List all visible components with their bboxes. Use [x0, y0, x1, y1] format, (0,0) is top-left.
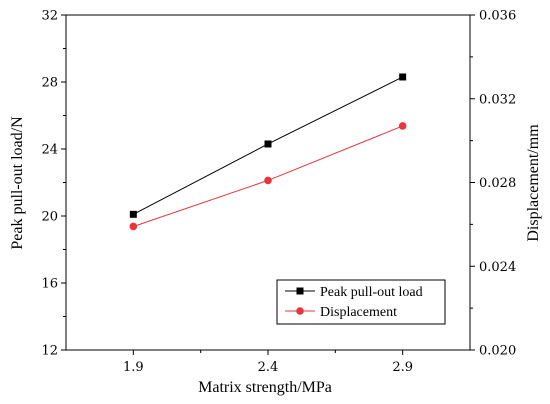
left-tick-label: 12	[41, 344, 58, 359]
x-tick-label: 1.9	[123, 360, 144, 375]
data-point-peak-load	[129, 210, 137, 218]
legend-label-peak-load: Peak pull-out load	[320, 285, 423, 300]
left-axis: 12 16 20 24 28 32	[41, 9, 66, 359]
x-tick-label: 2.4	[258, 360, 279, 375]
x-tick-label: 2.9	[392, 360, 413, 375]
data-point-displacement	[398, 122, 407, 130]
left-tick-label: 24	[41, 143, 58, 158]
right-axis-title: Displacement/mm	[525, 124, 542, 242]
right-tick-label: 0.028	[479, 176, 516, 191]
series-layer	[129, 73, 407, 231]
left-tick-label: 28	[41, 76, 58, 91]
right-tick-label: 0.036	[479, 9, 516, 24]
right-tick-label: 0.020	[479, 344, 516, 359]
left-tick-label: 32	[41, 9, 58, 24]
left-axis-title: Peak pull-out load/N	[9, 116, 26, 250]
legend: Peak pull-out load Displacement	[276, 279, 446, 325]
x-axis: 1.9 2.4 2.9	[123, 350, 413, 375]
data-point-peak-load	[264, 140, 272, 148]
x-axis-title: Matrix strength/MPa	[198, 379, 332, 396]
left-tick-label: 20	[41, 210, 58, 225]
right-axis: 0.020 0.024 0.028 0.032 0.036	[470, 9, 516, 359]
legend-marker-displacement	[296, 307, 304, 315]
data-point-displacement	[264, 176, 272, 185]
data-point-displacement	[129, 222, 138, 231]
legend-box	[276, 279, 446, 325]
right-tick-label: 0.032	[479, 92, 516, 107]
left-tick-label: 16	[41, 277, 58, 292]
right-tick-label: 0.024	[479, 260, 516, 275]
data-point-peak-load	[399, 73, 407, 81]
legend-label-displacement: Displacement	[320, 305, 397, 320]
legend-marker-peak-load	[296, 287, 304, 295]
